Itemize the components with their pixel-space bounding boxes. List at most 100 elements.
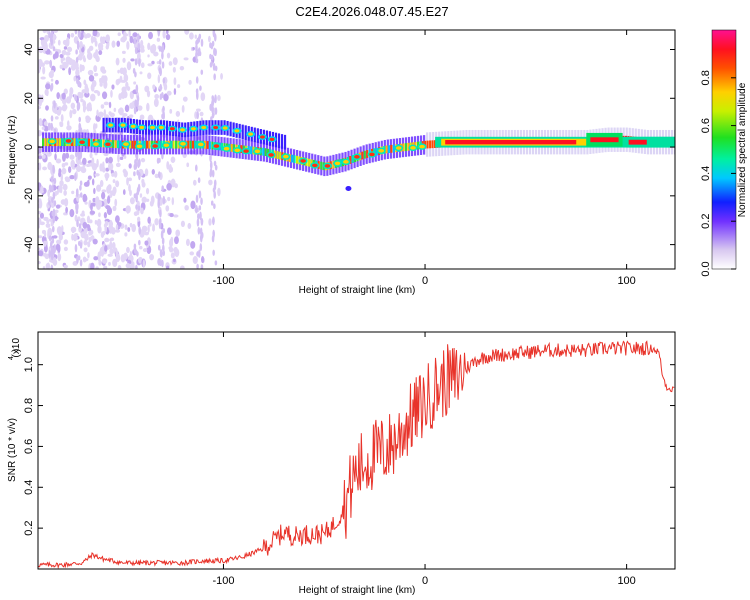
noise-speck [60,199,66,205]
noise-streak [161,91,164,99]
ridge-core [276,151,279,159]
ridge-blob-core [395,146,402,150]
ridge-envelope [362,145,365,165]
noise-speck [180,220,186,228]
noise-speck [45,83,51,90]
noise-speck [101,191,106,200]
ridge-core [102,139,105,148]
noise-speck [163,93,169,102]
ridge-core [404,143,407,151]
noise-speck [62,183,68,191]
branch-envelope [277,133,281,149]
noise-speck [112,179,116,184]
noise-speck [153,51,159,57]
noise-streak [161,237,165,245]
noise-speck [107,184,111,192]
y-tick-label: -20 [23,188,35,204]
branch-blob-core [269,137,275,141]
noise-streak [137,183,141,193]
noise-speck [77,91,82,97]
noise-speck [130,58,135,62]
noise-speck [184,204,189,211]
colorbar-tick-label: 0.0 [700,261,712,276]
noise-speck [54,116,59,120]
noise-streak [162,78,166,84]
noise-speck [74,214,78,222]
noise-speck [168,246,173,250]
noise-speck [162,30,166,39]
noise-speck [83,247,88,253]
noise-streak [79,180,83,186]
noise-speck [68,67,72,76]
noise-streak [135,194,138,203]
noise-speck [83,195,88,202]
noise-speck [147,72,152,80]
noise-speck [55,158,62,164]
noise-speck [128,163,132,169]
noise-speck [165,205,170,212]
noise-speck [97,225,102,234]
noise-speck [148,31,154,40]
noise-streak [214,164,218,171]
noise-speck [126,246,130,254]
x-tick-label: 100 [617,275,635,287]
noise-speck [92,122,96,132]
noise-streak [51,185,54,193]
noise-speck [89,210,96,215]
noise-speck [55,204,61,209]
noise-streak [212,216,215,225]
ridge-core [262,147,265,156]
noise-speck [113,170,118,178]
noise-speck [88,230,92,236]
noise-speck [168,166,174,173]
noise-speck [115,180,120,188]
noise-streak [161,51,164,60]
noise-streak [195,76,199,84]
noise-speck [121,79,126,83]
ridge-blob-core [410,146,416,150]
noise-speck [92,30,98,37]
noise-speck [55,79,59,85]
noise-speck [116,40,121,47]
ridge-core [73,138,76,147]
noise-speck [80,167,87,174]
noise-speck [45,223,51,228]
noise-streak [133,243,137,249]
noise-streak [196,111,199,120]
branch-blob-core [259,135,265,139]
noise-speck [167,196,171,202]
ridge-blob-core [268,153,274,157]
noise-speck [103,101,109,106]
noise-speck [96,218,102,228]
noise-speck [61,49,67,56]
branch-envelope [187,122,190,137]
noise-streak [133,171,136,177]
noise-speck [118,222,122,227]
snr-y-ticks: 0.2 0.4 0.6 0.8 1.0 [23,357,675,536]
ridge-core [143,140,146,149]
ridge-core [351,155,354,163]
noise-streak [75,49,78,55]
snr-x-label: Height of straight line (km) [299,585,416,596]
noise-streak [211,112,215,119]
noise-speck [103,152,109,157]
noise-speck [133,211,138,217]
noise-streak [136,95,140,103]
branch-blob-core [139,125,145,130]
snr-y-label: SNR (10 * v/v) [7,418,18,482]
y-tick-label: 0 [23,144,35,150]
noise-speck [115,215,120,224]
noise-speck [104,220,109,227]
noise-speck [38,260,41,265]
noise-speck [167,227,172,235]
noise-speck [67,120,70,127]
noise-streak [75,188,79,196]
noise-speck [154,94,160,99]
noise-speck [97,91,101,97]
ridge-core [187,140,190,149]
ridge-core [61,138,64,147]
ridge-blob-core [197,142,204,147]
noise-speck [140,207,144,215]
noise-speck [115,250,119,257]
noise-speck [70,226,77,233]
